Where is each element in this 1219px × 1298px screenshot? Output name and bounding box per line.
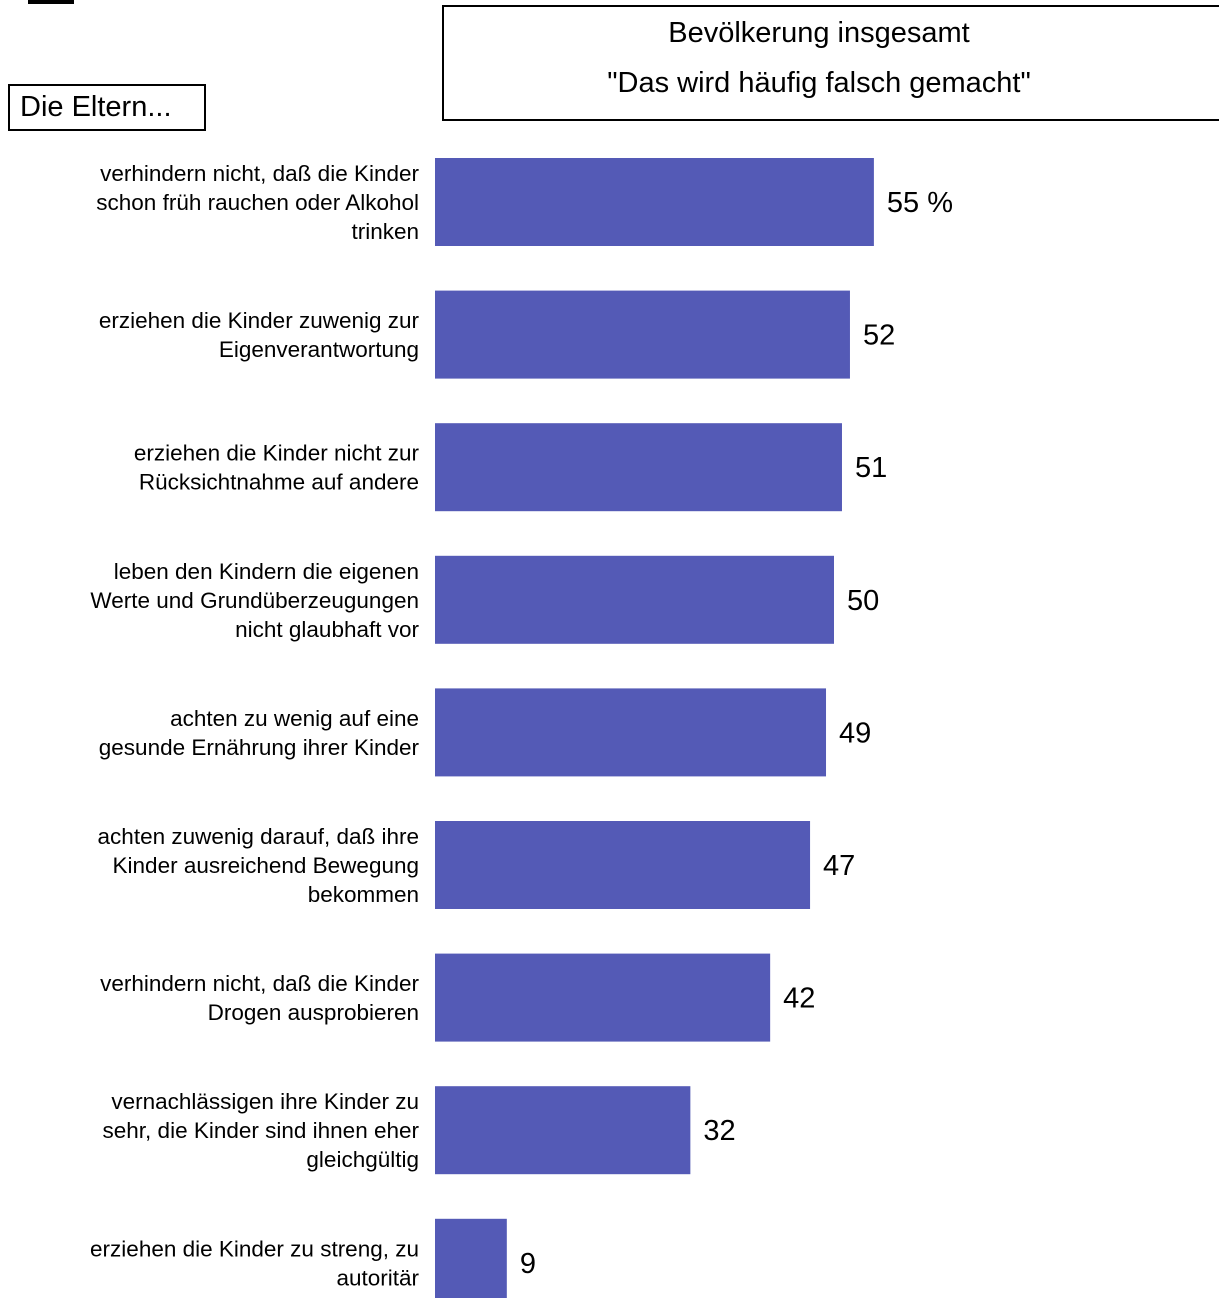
category-label-4-line-3: nicht glaubhaft vor <box>235 617 419 642</box>
category-label-9-line-2: autoritär <box>336 1265 419 1290</box>
bar-3 <box>435 423 842 512</box>
category-label-3-line-2: Rücksichtnahme auf andere <box>139 470 419 495</box>
bar-2 <box>435 290 850 379</box>
bar-1 <box>435 158 874 246</box>
header-box: Bevölkerung insgesamt "Das wird häufig f… <box>442 5 1219 121</box>
bar-6 <box>435 821 811 909</box>
category-label-4-line-1: leben den Kindern die eigenen <box>114 559 419 584</box>
value-label-9: 9 <box>520 1248 536 1280</box>
value-label-4: 50 <box>847 585 879 617</box>
bar-4 <box>435 555 834 644</box>
category-label-6-line-2: Kinder ausreichend Bewegung <box>113 853 419 878</box>
value-label-3: 51 <box>855 452 887 484</box>
category-label-4-line-2: Werte und Grundüberzeugungen <box>90 588 419 613</box>
category-group-label: Die Eltern... <box>8 84 206 131</box>
category-label-6-line-1: achten zuwenig darauf, daß ihre <box>98 824 419 849</box>
category-label-2-line-2: Eigenverantwortung <box>219 337 419 362</box>
value-label-1: 55 % <box>887 187 953 219</box>
value-label-7: 42 <box>783 983 815 1015</box>
header-subtitle: "Das wird häufig falsch gemacht" <box>607 67 1031 99</box>
value-label-2: 52 <box>863 320 895 352</box>
category-label-5-line-1: achten zu wenig auf eine <box>170 706 419 731</box>
bar-5 <box>435 688 827 777</box>
value-label-8: 32 <box>703 1115 735 1147</box>
value-label-5: 49 <box>839 717 871 749</box>
bar-7 <box>435 953 771 1042</box>
category-label-6-line-3: bekommen <box>308 882 419 907</box>
category-label-7-line-1: verhindern nicht, daß die Kinder <box>100 971 419 996</box>
category-label-8-line-2: sehr, die Kinder sind ihnen eher <box>103 1118 420 1143</box>
category-label-1-line-3: trinken <box>351 219 419 244</box>
category-label-7-line-2: Drogen ausprobieren <box>208 1000 419 1025</box>
category-label-1-line-1: verhindern nicht, daß die Kinder <box>100 161 419 186</box>
bar-9 <box>435 1218 507 1298</box>
category-label-2-line-1: erziehen die Kinder zuwenig zur <box>99 308 420 333</box>
top-left-mark <box>28 0 74 4</box>
category-label-3-line-1: erziehen die Kinder nicht zur <box>134 441 420 466</box>
category-label-1-line-2: schon früh rauchen oder Alkohol <box>96 190 419 215</box>
category-label-5-line-2: gesunde Ernährung ihrer Kinder <box>99 735 420 760</box>
header-title: Bevölkerung insgesamt <box>668 17 970 49</box>
bar-8 <box>435 1086 691 1175</box>
value-label-6: 47 <box>823 850 855 882</box>
category-label-8-line-1: vernachlässigen ihre Kinder zu <box>111 1089 419 1114</box>
category-label-8-line-3: gleichgültig <box>306 1147 419 1172</box>
category-label-9-line-1: erziehen die Kinder zu streng, zu <box>90 1236 419 1261</box>
